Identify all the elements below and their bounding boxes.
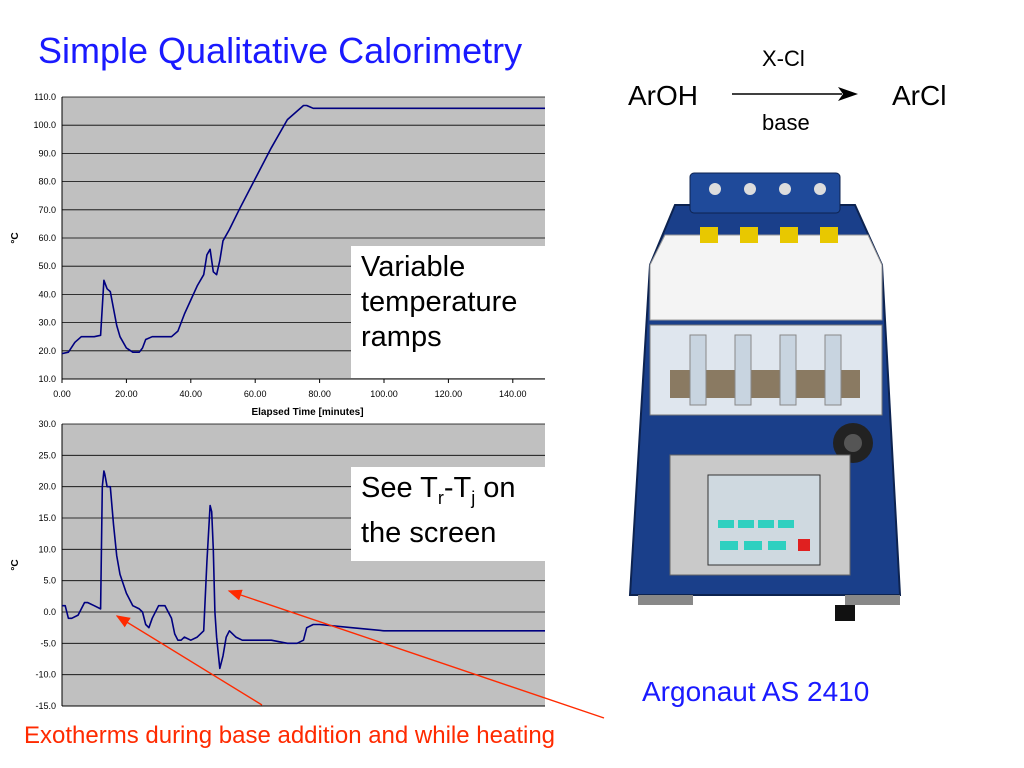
temperature-chart-x-axis-label: Elapsed Time [minutes] — [251, 407, 363, 418]
temperature-chart-y-tick-label: 60.0 — [38, 233, 56, 243]
reaction-condition: base — [762, 110, 810, 135]
temperature-chart-x-tick-label: 40.00 — [180, 389, 203, 399]
reaction-product: ArCl — [892, 80, 947, 111]
tr-tj-chart-y-tick-label: 25.0 — [38, 450, 56, 460]
temperature-chart-y-tick-label: 30.0 — [38, 318, 56, 328]
tr-tj-chart-y-tick-label: -15.0 — [35, 701, 56, 711]
screen-callout: See Tr-Tj on the screen — [351, 467, 565, 561]
annotation-arrow-base-addition — [115, 615, 263, 706]
screen-callout-line1: See Tr-Tj on — [361, 471, 555, 516]
temperature-chart-x-tick-label: 120.00 — [435, 389, 463, 399]
screen-callout-sub-r: r — [437, 487, 444, 508]
ramps-callout-line: temperature — [361, 286, 518, 318]
ramps-callout: Variable temperature ramps — [351, 246, 565, 378]
reaction-reactant: ArOH — [628, 80, 698, 111]
temperature-chart-y-tick-label: 70.0 — [38, 205, 56, 215]
tr-tj-chart-series-line — [62, 470, 545, 670]
temperature-chart-y-tick-label: 110.0 — [34, 92, 56, 102]
reaction-scheme: ArOH X-Cl ArCl base — [620, 40, 980, 150]
screen-callout-dash: -T — [443, 472, 472, 504]
screen-callout-on: on — [475, 472, 516, 504]
temperature-chart-y-tick-label: 100.0 — [33, 120, 56, 130]
ramps-callout-line: Variable — [361, 251, 466, 283]
tr-tj-chart-y-tick-label: -5.0 — [40, 638, 56, 648]
tr-tj-chart-y-tick-label: 10.0 — [38, 544, 56, 554]
ramps-callout-line: ramps — [361, 321, 442, 353]
reactor-device-illustration — [628, 172, 902, 621]
tr-tj-chart-y-tick-label: 15.0 — [38, 513, 56, 523]
temperature-chart-y-tick-label: 80.0 — [38, 177, 56, 187]
temperature-chart-y-tick-label: 40.0 — [38, 289, 56, 299]
temperature-chart-y-tick-label: 20.0 — [38, 346, 56, 356]
temperature-chart-series-line — [61, 104, 545, 355]
tr-tj-chart-y-tick-label: 20.0 — [38, 482, 56, 492]
tr-tj-chart-y-tick-label: 5.0 — [43, 576, 56, 586]
exotherm-note: Exotherms during base addition and while… — [24, 722, 556, 749]
device-caption: Argonaut AS 2410 — [642, 676, 870, 707]
temperature-chart-x-tick-label: 60.00 — [244, 389, 267, 399]
screen-callout-sub-j: j — [471, 487, 476, 508]
reaction-arrow-icon — [732, 87, 858, 101]
tr-tj-chart-y-tick-label: 30.0 — [38, 419, 56, 429]
temperature-chart-x-tick-label: 20.00 — [115, 389, 138, 399]
temperature-chart-x-tick-label: 80.00 — [308, 389, 331, 399]
tr-tj-chart-y-tick-label: 0.0 — [43, 607, 56, 617]
screen-callout-line2: the screen — [361, 516, 497, 549]
reaction-reagent: X-Cl — [762, 46, 805, 71]
tr-tj-chart-y-axis-label: °C — [10, 559, 21, 570]
temperature-chart-y-tick-label: 90.0 — [38, 148, 56, 158]
temperature-chart-y-tick-label: 50.0 — [38, 261, 56, 271]
temperature-chart-y-axis-label: °C — [10, 232, 21, 243]
temperature-chart-x-tick-label: 100.00 — [370, 389, 398, 399]
screen-callout-see: See T — [361, 472, 438, 504]
annotation-arrow-heating — [227, 589, 605, 719]
temperature-chart-x-tick-label: 0.00 — [53, 389, 71, 399]
temperature-chart-x-tick-label: 140.00 — [499, 389, 527, 399]
temperature-chart-y-tick-label: 10.0 — [38, 374, 56, 384]
tr-tj-chart-y-tick-label: -10.0 — [35, 670, 56, 680]
slide-title: Simple Qualitative Calorimetry — [38, 30, 523, 71]
